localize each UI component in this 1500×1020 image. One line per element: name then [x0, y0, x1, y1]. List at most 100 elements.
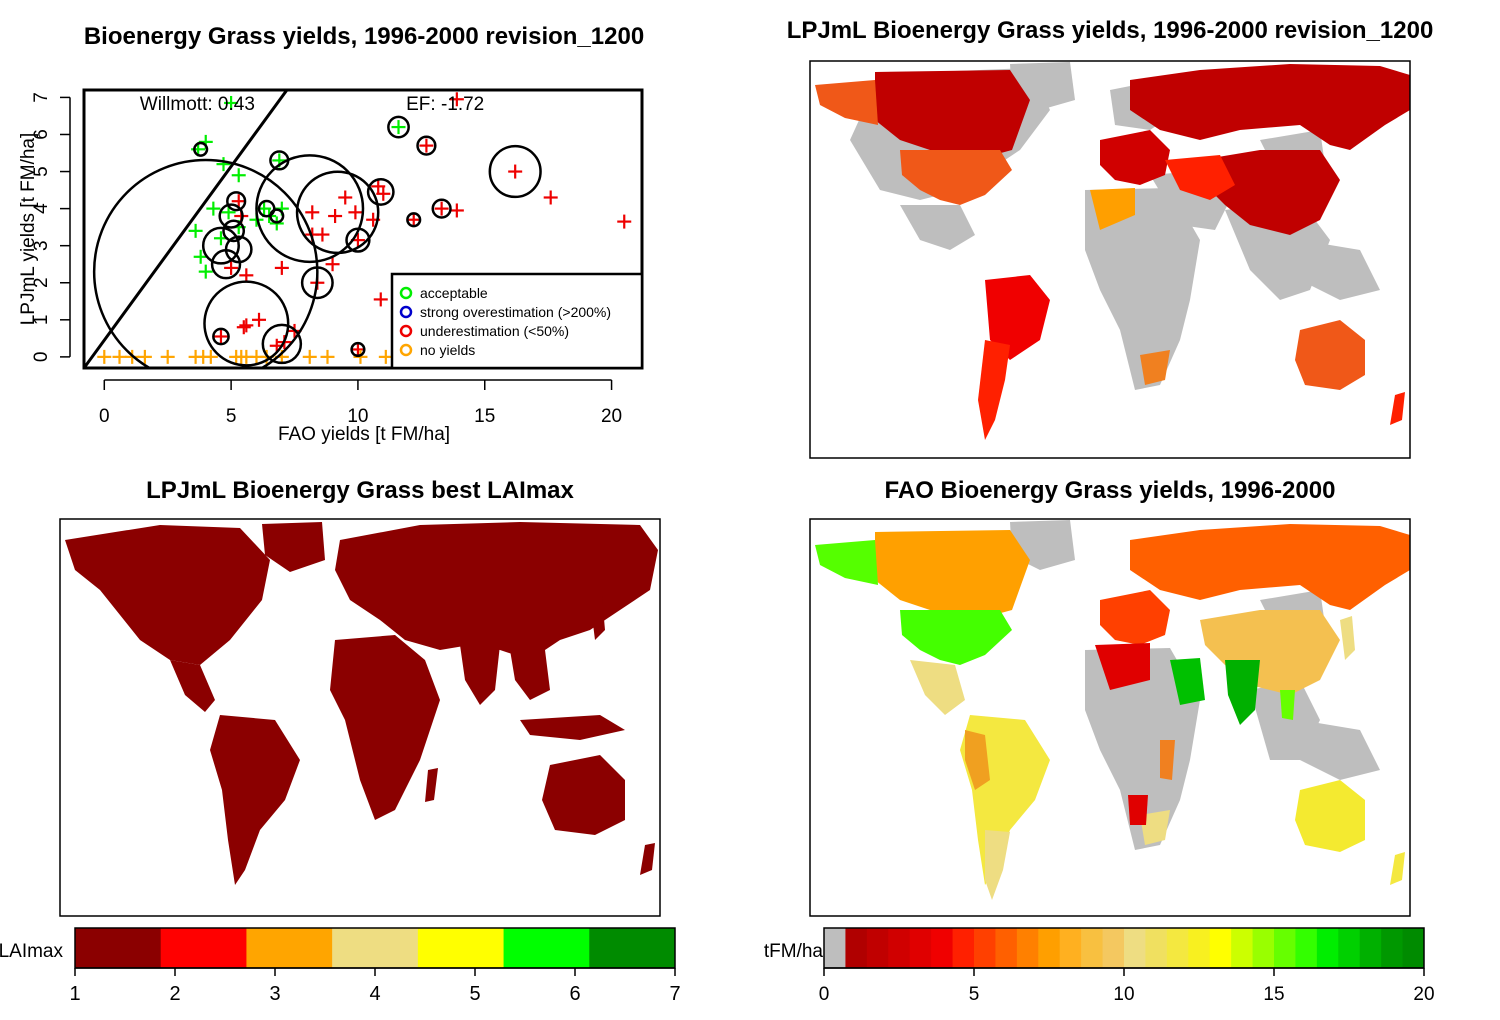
- map4-australia: [1295, 780, 1365, 852]
- colorbar-swatch: [589, 928, 676, 968]
- map4-southeast-asia: [1280, 690, 1295, 720]
- map3-africa: [330, 635, 440, 820]
- map3-greenland: [262, 522, 325, 572]
- colorbar-swatch: [952, 928, 975, 968]
- map2-south-africa: [1140, 350, 1170, 385]
- colorbar-swatch: [1359, 928, 1382, 968]
- map4-russia: [1130, 524, 1410, 610]
- colorbar-swatch: [1166, 928, 1189, 968]
- colorbar-swatch: [995, 928, 1018, 968]
- size-circle: [269, 150, 290, 171]
- size-circle: [222, 219, 246, 243]
- colorbar-swatch: [1252, 928, 1275, 968]
- point-acceptable: [231, 168, 246, 183]
- scatter-frame: [82, 88, 644, 370]
- colorbar-tick-label: 7: [669, 983, 680, 1005]
- size-circle: [488, 144, 542, 199]
- point-acceptable: [188, 223, 203, 238]
- point-no_yields: [112, 349, 127, 364]
- y-tick-label: 0: [31, 352, 52, 363]
- fao-yield-map-panel: FAO Bioenergy Grass yields, 1996-2000: [764, 477, 1435, 1005]
- map4-angola: [1128, 795, 1148, 825]
- map2-argentina: [978, 340, 1010, 440]
- map4-east-africa: [1160, 740, 1175, 780]
- map2-turkey-iran: [1165, 155, 1235, 200]
- colorbar-tick-label: 0: [819, 984, 830, 1005]
- point-underestimation: [239, 318, 254, 333]
- map3-eurasia: [335, 522, 658, 660]
- colorbar-tick-label: 15: [1263, 984, 1284, 1005]
- colorbar-swatch: [417, 928, 505, 968]
- colorbar-swatch: [75, 928, 162, 968]
- map4-south-africa: [1140, 810, 1170, 845]
- lpjml-yield-map-panel: LPJmL Bioenergy Grass yields, 1996-2000 …: [787, 17, 1434, 459]
- colorbar-tick-label: 5: [969, 984, 980, 1005]
- point-underestimation: [617, 214, 632, 229]
- point-no_yields: [160, 349, 175, 364]
- point-no_yields: [302, 349, 317, 364]
- colorbar-swatch: [1124, 928, 1146, 968]
- laimax-map-title: LPJmL Bioenergy Grass best LAImax: [146, 477, 574, 504]
- willmott-annotation: Willmott: 0.43: [140, 94, 255, 115]
- colorbar-swatch: [1338, 928, 1361, 968]
- point-acceptable: [198, 264, 213, 279]
- point-underestimation: [274, 260, 289, 275]
- map2-china: [1200, 150, 1340, 235]
- size-circle: [350, 341, 366, 358]
- scatter-x-label: FAO yields [t FM/ha]: [278, 424, 450, 445]
- map4-land-base: [1010, 520, 1380, 850]
- size-circle: [257, 199, 276, 218]
- colorbar-swatch: [909, 928, 932, 968]
- map4-usa: [900, 610, 1012, 665]
- size-circle: [366, 178, 395, 206]
- x-tick-label: 5: [226, 406, 237, 427]
- point-underestimation: [252, 312, 267, 327]
- colorbar-swatch: [503, 928, 590, 968]
- scatter-panel: Bioenergy Grass yields, 1996-2000 revisi…: [18, 23, 644, 445]
- point-underestimation: [213, 329, 228, 344]
- legend-box: [390, 272, 644, 370]
- point-underestimation: [325, 257, 340, 272]
- point-underestimation: [419, 138, 434, 153]
- map4-argentina: [985, 830, 1010, 900]
- map4-andes: [965, 730, 990, 790]
- colorbar-swatch: [931, 928, 954, 968]
- legend-label-overestimation: strong overestimation (>200%): [420, 304, 611, 320]
- legend-label-acceptable: acceptable: [420, 285, 488, 301]
- point-underestimation: [449, 203, 464, 218]
- point-underestimation: [373, 292, 388, 307]
- laimax-colorbar-label: LAImax: [0, 941, 63, 962]
- point-underestimation: [406, 212, 421, 227]
- colorbar-swatch: [1274, 928, 1296, 968]
- ef-annotation: EF: -1.72: [406, 94, 484, 115]
- map3-australia: [542, 755, 625, 835]
- legend-marker-underestimation: [399, 324, 413, 338]
- colorbar-swatch: [1081, 928, 1104, 968]
- colorbar-tick-label: 3: [269, 983, 280, 1005]
- fao-yield-map-title: FAO Bioenergy Grass yields, 1996-2000: [885, 477, 1336, 504]
- point-underestimation: [239, 268, 254, 283]
- size-circle: [431, 198, 452, 219]
- point-acceptable: [391, 120, 406, 135]
- map4-alaska: [815, 540, 878, 585]
- map4-canada: [875, 530, 1030, 620]
- point-no_yields: [378, 349, 393, 364]
- size-circle: [269, 208, 285, 224]
- colorbar-tick-label: 1: [69, 983, 80, 1005]
- x-tick-label: 20: [601, 406, 622, 427]
- size-circle: [387, 115, 410, 139]
- point-underestimation: [231, 194, 246, 209]
- size-circle: [226, 191, 247, 212]
- size-circle: [218, 203, 244, 229]
- size-circle: [193, 141, 209, 157]
- colorbar-tick-label: 2: [169, 983, 180, 1005]
- size-circle: [210, 249, 242, 280]
- map2-europe: [1100, 130, 1170, 185]
- lpjml-yield-map-title: LPJmL Bioenergy Grass yields, 1996-2000 …: [787, 17, 1434, 44]
- colorbar-swatch: [824, 928, 846, 968]
- colorbar-swatch: [888, 928, 911, 968]
- point-underestimation: [434, 201, 449, 216]
- point-underestimation: [350, 342, 365, 357]
- map2-north-africa: [1090, 188, 1135, 230]
- colorbar-swatch: [974, 928, 996, 968]
